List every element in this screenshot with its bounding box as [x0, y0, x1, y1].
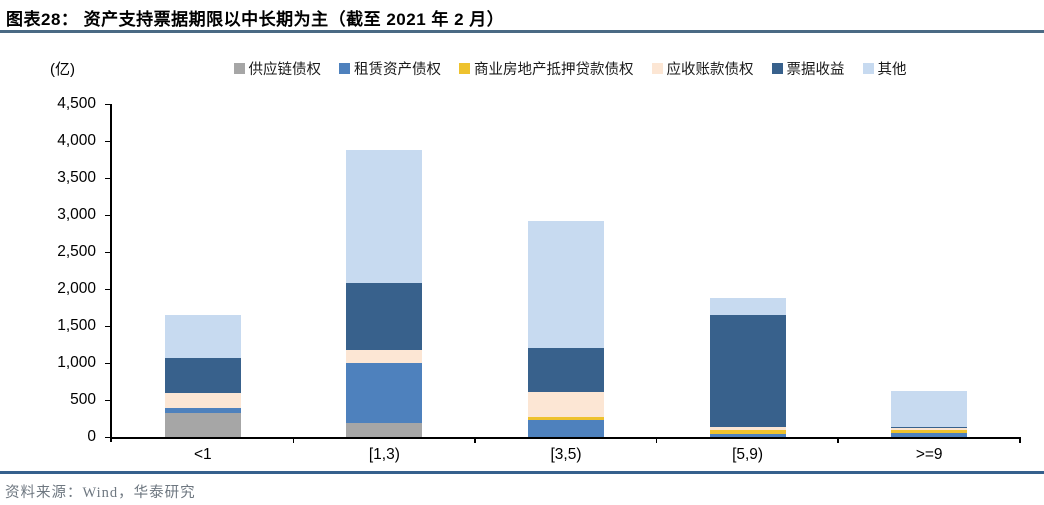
footer-divider-line [0, 471, 1044, 474]
legend-item-1: 租赁资产债权 [339, 58, 441, 79]
bar-segment-票据收益 [891, 427, 968, 429]
y-axis-tick-mark [105, 325, 112, 327]
bar-segment-租赁资产债权 [346, 363, 423, 423]
bar-segment-应收账款债权 [709, 427, 786, 431]
bar-segment-租赁资产债权 [709, 433, 786, 437]
y-axis-tick-label: 1,500 [57, 317, 96, 334]
stacked-bar-[1,3) [346, 149, 423, 437]
bar-segment-票据收益 [527, 348, 604, 392]
legend-swatch-icon [233, 63, 245, 74]
y-axis-tick-label: 4,500 [57, 95, 96, 112]
bar-segment-租赁资产债权 [164, 407, 241, 414]
stacked-bar-[5,9) [709, 298, 786, 437]
legend-label: 租赁资产债权 [354, 62, 441, 78]
stacked-bar->=9 [891, 391, 968, 437]
legend-label: 票据收益 [786, 62, 845, 78]
bar-slot-2: [3,5) [475, 104, 657, 463]
stacked-bar-<1 [164, 314, 241, 437]
y-axis-tick-mark [105, 214, 112, 216]
y-axis-tick-mark [105, 288, 112, 290]
y-axis-tick-label: 500 [70, 391, 96, 408]
legend-label: 应收账款债权 [666, 62, 754, 78]
legend-swatch-icon [339, 63, 350, 74]
x-axis-tick-mark [474, 437, 476, 443]
y-axis-tick-label: 1,000 [57, 354, 96, 371]
y-axis-tick-mark [105, 140, 112, 142]
y-axis-tick-mark [105, 362, 112, 364]
legend-item-3: 应收账款债权 [651, 58, 754, 79]
bar-segment-应收账款债权 [891, 428, 968, 430]
bar-segment-供应链债权 [346, 422, 423, 437]
y-axis-line [110, 104, 112, 442]
bar-segment-票据收益 [164, 357, 241, 394]
legend-label: 供应链债权 [248, 62, 322, 78]
legend-item-4: 票据收益 [771, 58, 845, 79]
source-note: 资料来源：Wind，华泰研究 [5, 485, 196, 501]
bar-segment-其他 [891, 391, 968, 428]
title-divider-line [0, 30, 1044, 33]
bar-slot-0: <1 [112, 104, 294, 463]
bar-segment-应收账款债权 [164, 393, 241, 408]
legend-item-0: 供应链债权 [233, 58, 322, 79]
stacked-bar-[3,5) [527, 221, 604, 437]
legend-label: 其他 [877, 62, 907, 78]
legend-swatch-icon [771, 63, 783, 74]
legend-swatch-icon [651, 63, 663, 74]
y-axis-tick-mark [105, 103, 112, 105]
bar-slot-4: >=9 [838, 104, 1020, 463]
legend-item-2: 商业房地产抵押贷款债权 [459, 58, 634, 79]
legend-item-5: 其他 [862, 58, 907, 79]
bar-segment-供应链债权 [164, 413, 241, 437]
bar-segment-其他 [527, 221, 604, 349]
legend-label: 商业房地产抵押贷款债权 [474, 62, 634, 78]
bar-segment-票据收益 [346, 283, 423, 351]
bar-segment-租赁资产债权 [527, 419, 604, 437]
x-axis-category-label: [5,9) [732, 446, 764, 463]
figure-title: 图表28： 资产支持票据期限以中长期为主（截至 2021 年 2 月） [6, 10, 505, 29]
x-axis-tick-mark [655, 437, 658, 443]
x-axis-tick-mark [1019, 437, 1021, 443]
y-axis-tick-mark [105, 251, 112, 253]
y-axis-tick-label: 3,000 [57, 206, 96, 223]
bar-slot-1: [1,3) [294, 104, 476, 463]
y-axis-tick-mark [105, 177, 112, 179]
x-axis-line [110, 437, 1020, 439]
bar-segment-应收账款债权 [527, 391, 604, 417]
y-axis-tick-label: 2,000 [57, 280, 96, 297]
x-axis-category-label: <1 [193, 446, 212, 463]
x-axis-category-label: >=9 [915, 446, 943, 463]
bar-segment-商业房地产抵押贷款债权 [527, 416, 604, 420]
bar-segment-租赁资产债权 [891, 433, 968, 437]
bar-segment-其他 [346, 149, 423, 284]
bar-slot-3: [5,9) [657, 104, 839, 463]
y-axis-tick-mark [105, 436, 112, 438]
x-axis-tick-mark [292, 437, 295, 443]
bar-segment-应收账款债权 [346, 350, 423, 364]
bar-segment-商业房地产抵押贷款债权 [709, 430, 786, 434]
y-axis-unit-label: (亿) [50, 61, 75, 78]
y-axis-tick-label: 0 [87, 428, 96, 445]
bar-segment-其他 [164, 314, 241, 358]
y-axis-tick-label: 4,000 [57, 132, 96, 149]
bar-segment-票据收益 [709, 314, 786, 428]
plot-area: 0 500 1,000 1,500 2,000 2,500 3,000 3,500 4,000 4… [57, 95, 1021, 463]
y-axis-tick-label: 3,500 [57, 169, 96, 186]
y-axis-tick-mark [105, 399, 112, 401]
bar-segment-其他 [709, 298, 786, 315]
legend-swatch-icon [862, 63, 874, 74]
x-axis-category-label: [3,5) [550, 446, 582, 463]
chart-legend: 供应链债权 租赁资产债权 商业房地产抵押贷款债权 应收账款债权 票据收益 其他 [120, 58, 1020, 79]
x-axis-tick-mark [837, 437, 839, 443]
legend-swatch-icon [459, 63, 470, 74]
y-axis-tick-label: 2,500 [57, 243, 96, 260]
bar-segment-商业房地产抵押贷款债权 [891, 429, 968, 434]
x-axis-category-label: [1,3) [368, 446, 400, 463]
